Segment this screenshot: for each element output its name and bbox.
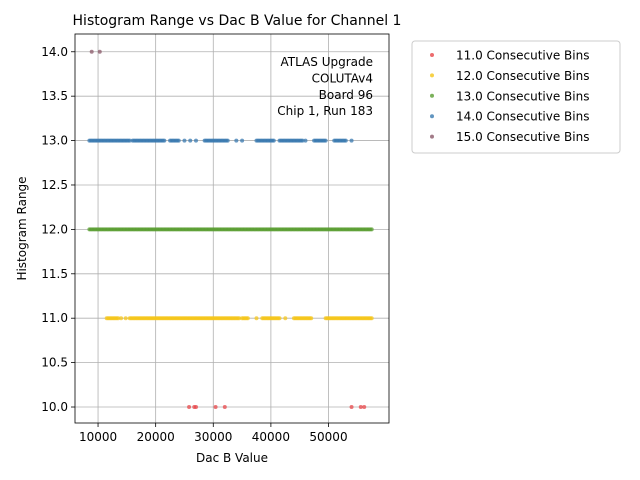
- data-point: [234, 138, 239, 143]
- y-tick-label: 13.5: [41, 89, 68, 103]
- data-point: [188, 138, 193, 143]
- y-tick-label: 10.0: [41, 400, 68, 414]
- data-point: [225, 138, 230, 143]
- chart-title: Histogram Range vs Dac B Value for Chann…: [73, 13, 402, 29]
- y-tick-label: 14.0: [41, 45, 68, 59]
- legend-marker: [430, 93, 434, 98]
- data-point: [213, 405, 218, 410]
- data-point: [271, 138, 276, 143]
- data-point: [97, 49, 102, 54]
- data-point: [283, 316, 288, 321]
- data-point: [245, 316, 250, 321]
- data-point: [323, 138, 328, 143]
- legend-label: 14.0 Consecutive Bins: [456, 110, 589, 124]
- data-point: [303, 138, 308, 143]
- x-tick-label: 50000: [309, 430, 347, 444]
- y-tick-label: 11.0: [41, 311, 68, 325]
- x-tick-label: 30000: [194, 430, 232, 444]
- data-point: [116, 316, 121, 321]
- annotation-line: ATLAS Upgrade: [280, 55, 373, 69]
- data-point: [193, 405, 198, 410]
- y-tick-label: 13.0: [41, 134, 68, 148]
- plot-frame: [74, 33, 390, 424]
- legend-label: 13.0 Consecutive Bins: [456, 89, 589, 103]
- legend-label: 12.0 Consecutive Bins: [456, 69, 589, 83]
- data-point: [358, 405, 363, 410]
- data-point: [193, 138, 198, 143]
- x-axis-label: Dac B Value: [196, 451, 268, 465]
- data-point: [254, 316, 259, 321]
- data-point: [309, 316, 314, 321]
- data-point: [300, 138, 305, 143]
- data-point: [277, 316, 282, 321]
- y-axis-label: Histogram Range: [15, 176, 29, 280]
- y-tick-label: 12.0: [41, 222, 68, 236]
- annotation: ATLAS Upgrade COLUTAv4 Board 96 Chip 1, …: [277, 55, 373, 118]
- data-point: [182, 138, 187, 143]
- data-point: [240, 138, 245, 143]
- data-point: [343, 138, 348, 143]
- legend-marker: [430, 73, 434, 78]
- y-tick-label: 12.5: [41, 178, 68, 192]
- legend-marker: [430, 114, 434, 119]
- data-point: [89, 49, 94, 54]
- x-tick-label: 20000: [137, 430, 175, 444]
- annotation-line: COLUTAv4: [312, 71, 373, 85]
- data-point: [123, 316, 128, 321]
- annotation-line: Chip 1, Run 183: [277, 104, 373, 118]
- data-point: [119, 316, 124, 321]
- y-tick-label: 10.5: [41, 356, 68, 370]
- data-point: [349, 405, 354, 410]
- data-point: [369, 227, 374, 232]
- data-point: [362, 405, 367, 410]
- data-points: [87, 49, 374, 410]
- legend-marker: [430, 53, 434, 57]
- data-point: [187, 405, 192, 410]
- data-point: [222, 405, 227, 410]
- data-point: [176, 138, 181, 143]
- axis-ticks: 10000 20000 30000 40000 50000 10.0 10.5 11.0 11.…: [41, 45, 347, 444]
- data-point: [369, 316, 374, 321]
- legend-label: 11.0 Consecutive Bins: [456, 49, 589, 63]
- legend-box: [411, 40, 621, 154]
- data-point: [127, 138, 132, 143]
- data-point: [237, 316, 242, 321]
- data-point: [349, 138, 354, 143]
- data-point: [162, 138, 167, 143]
- annotation-line: Board 96: [319, 88, 373, 102]
- legend-label: 15.0 Consecutive Bins: [456, 130, 589, 144]
- legend: 11.0 Consecutive Bins 12.0 Consecutive Bi…: [411, 40, 621, 154]
- x-tick-label: 10000: [79, 430, 117, 444]
- y-tick-label: 11.5: [41, 267, 68, 281]
- x-tick-label: 40000: [252, 430, 290, 444]
- legend-marker: [430, 134, 434, 139]
